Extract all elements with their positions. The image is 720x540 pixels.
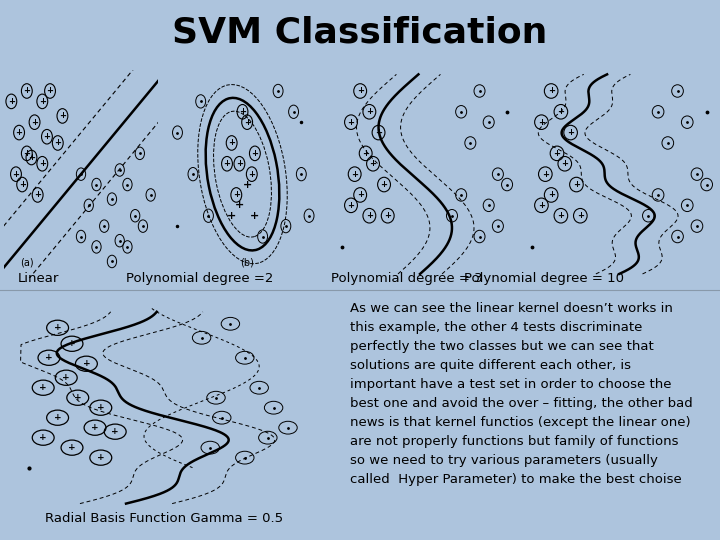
- Text: +: +: [538, 201, 545, 210]
- Text: +: +: [68, 443, 76, 452]
- Text: Polynomial degree =2: Polynomial degree =2: [126, 272, 274, 285]
- Text: +: +: [562, 159, 568, 168]
- Text: +: +: [356, 191, 364, 199]
- Text: +: +: [348, 118, 354, 127]
- Text: +: +: [362, 149, 369, 158]
- Text: +: +: [54, 413, 61, 422]
- Text: +: +: [227, 211, 236, 221]
- Text: +: +: [567, 128, 574, 137]
- Text: +: +: [8, 97, 15, 106]
- Text: +: +: [542, 170, 549, 179]
- Text: +: +: [236, 159, 243, 168]
- Text: +: +: [554, 149, 560, 158]
- Text: +: +: [366, 107, 373, 116]
- Text: +: +: [34, 191, 41, 199]
- Text: +: +: [12, 170, 19, 179]
- Text: +: +: [538, 118, 545, 127]
- Text: +: +: [39, 159, 46, 168]
- Text: +: +: [54, 323, 61, 332]
- Text: +: +: [74, 393, 81, 402]
- Text: +: +: [251, 149, 258, 158]
- Text: Polynomial degree = 10: Polynomial degree = 10: [464, 272, 624, 285]
- Text: (b): (b): [240, 258, 254, 268]
- Text: Polynomial degree = 3: Polynomial degree = 3: [331, 272, 483, 285]
- Text: +: +: [235, 200, 244, 211]
- Text: +: +: [348, 201, 354, 210]
- Text: (a): (a): [20, 258, 34, 268]
- Text: +: +: [251, 211, 259, 221]
- Text: +: +: [228, 138, 235, 147]
- Text: +: +: [40, 433, 47, 442]
- Text: +: +: [19, 180, 26, 189]
- Text: +: +: [233, 191, 240, 199]
- Text: +: +: [45, 353, 53, 362]
- Text: +: +: [573, 180, 580, 189]
- Text: +: +: [47, 86, 53, 96]
- Text: +: +: [243, 179, 252, 190]
- Text: +: +: [97, 453, 104, 462]
- Text: +: +: [243, 118, 251, 127]
- Text: +: +: [23, 149, 30, 158]
- Text: +: +: [31, 118, 38, 127]
- Text: +: +: [548, 191, 554, 199]
- Text: +: +: [68, 339, 76, 348]
- Text: +: +: [40, 383, 47, 392]
- Text: +: +: [97, 403, 104, 412]
- Text: +: +: [369, 159, 377, 168]
- Text: +: +: [112, 427, 119, 436]
- Text: +: +: [63, 373, 70, 382]
- Text: +: +: [375, 128, 382, 137]
- Text: +: +: [59, 111, 66, 120]
- Text: As we can see the linear kernel doesn’t works in
this example, the other 4 tests: As we can see the linear kernel doesn’t …: [350, 302, 693, 485]
- Text: Radial Basis Function Gamma = 0.5: Radial Basis Function Gamma = 0.5: [45, 512, 283, 525]
- Text: +: +: [351, 170, 358, 179]
- Text: +: +: [83, 359, 90, 368]
- Text: +: +: [557, 107, 564, 116]
- Text: +: +: [366, 211, 373, 220]
- Text: +: +: [248, 170, 256, 179]
- Text: +: +: [548, 86, 554, 96]
- Text: +: +: [356, 86, 364, 96]
- Text: +: +: [384, 211, 391, 220]
- Text: +: +: [39, 97, 46, 106]
- Text: +: +: [23, 86, 30, 96]
- Text: SVM Classification: SVM Classification: [172, 16, 548, 49]
- Text: +: +: [381, 180, 387, 189]
- Text: +: +: [16, 128, 22, 137]
- Text: +: +: [54, 138, 61, 147]
- Text: +: +: [239, 107, 246, 116]
- Text: +: +: [223, 159, 230, 168]
- Text: +: +: [577, 211, 584, 220]
- Text: Linear: Linear: [18, 272, 59, 285]
- Text: +: +: [557, 211, 564, 220]
- Text: +: +: [28, 153, 35, 162]
- Text: +: +: [43, 132, 50, 141]
- Text: +: +: [91, 423, 99, 432]
